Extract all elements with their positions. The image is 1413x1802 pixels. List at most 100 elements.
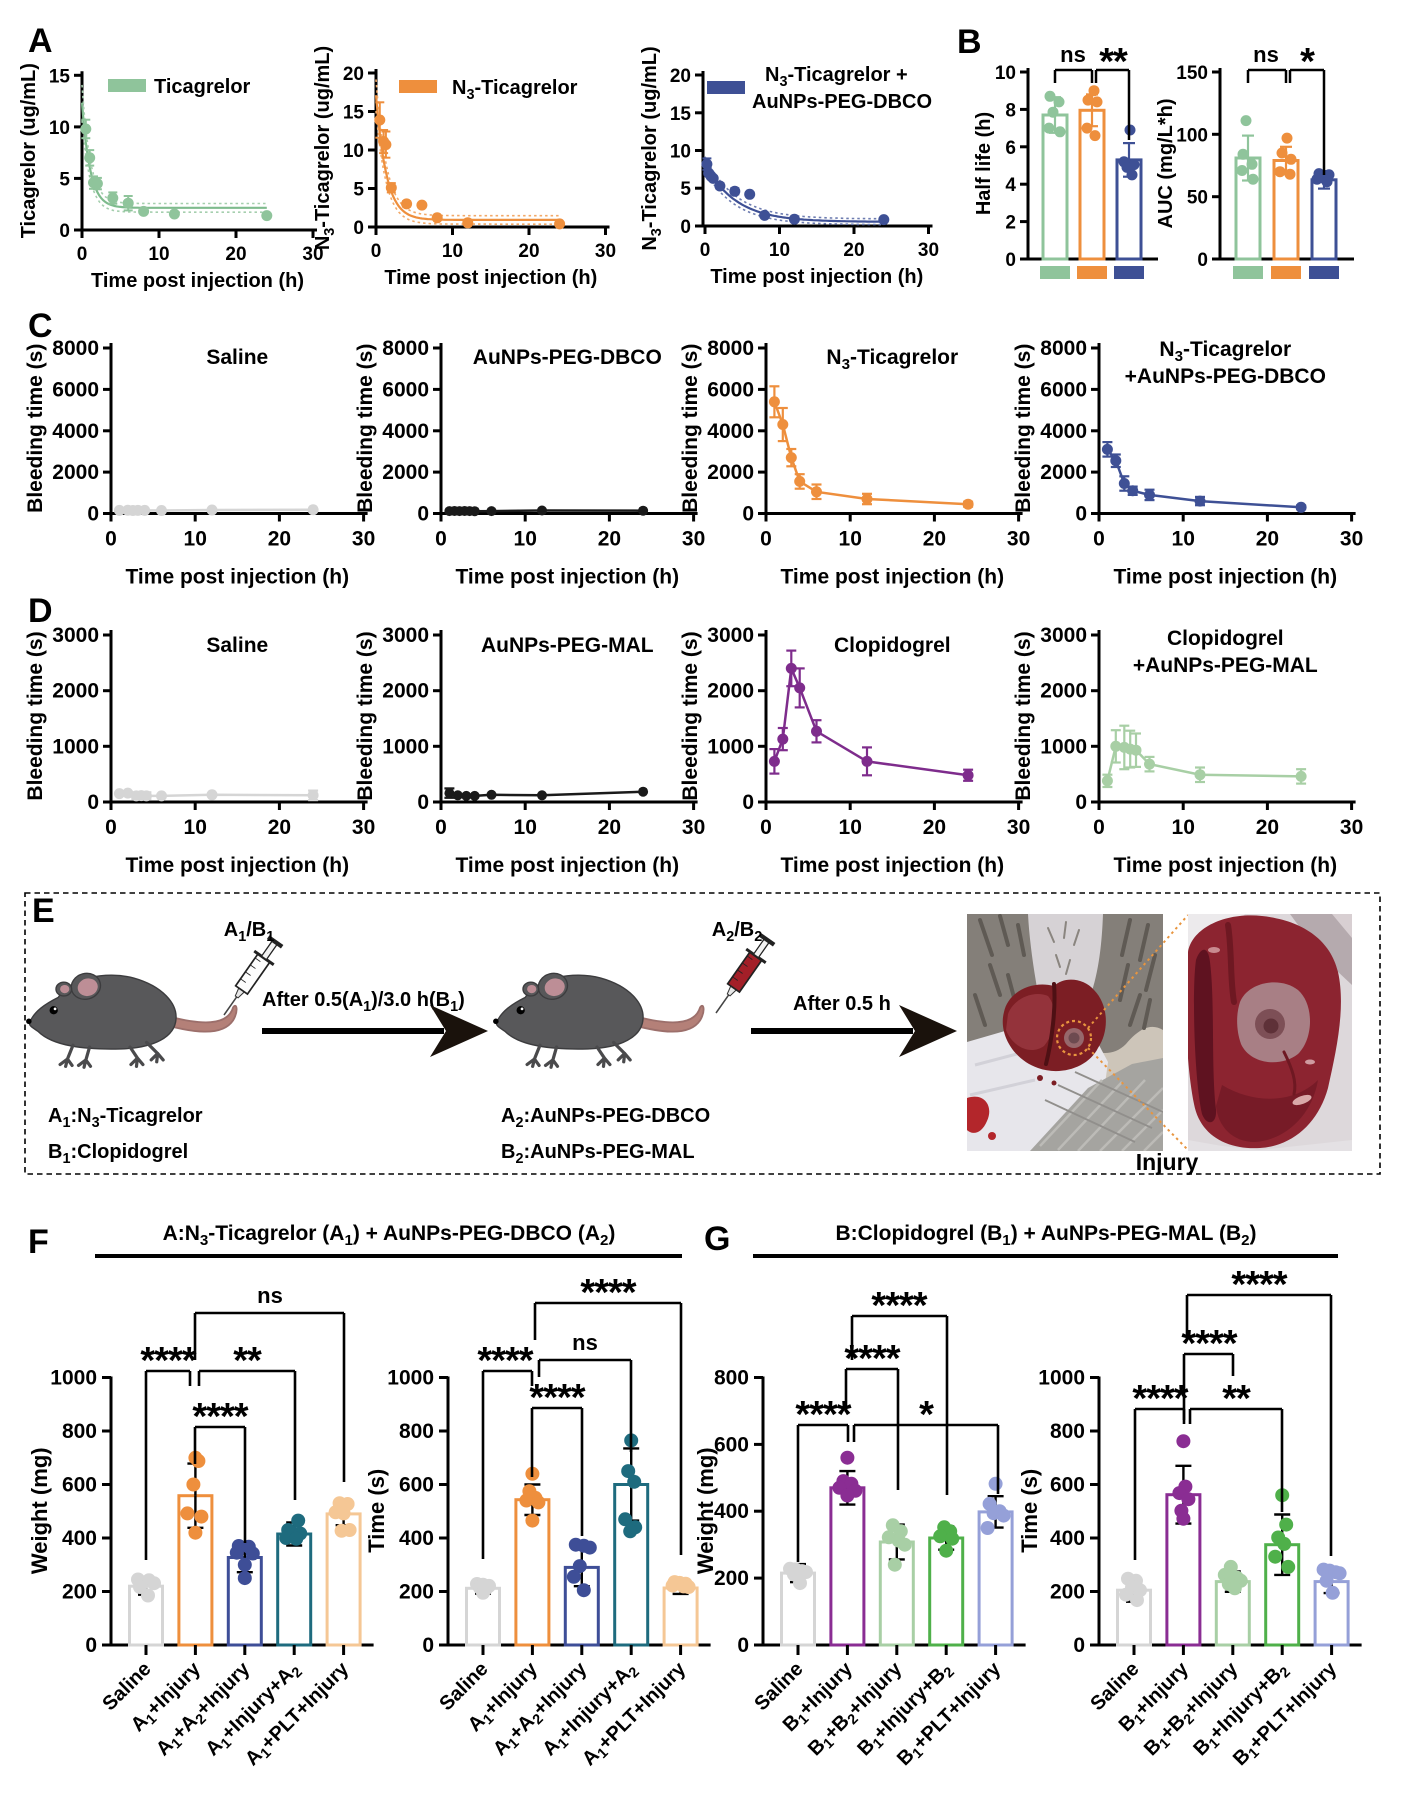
svg-text:0: 0 bbox=[680, 217, 691, 238]
svg-text:ns: ns bbox=[572, 1330, 598, 1355]
svg-text:0: 0 bbox=[85, 1634, 97, 1657]
svg-text:10: 10 bbox=[184, 528, 207, 551]
svg-text:Bleeding time (s): Bleeding time (s) bbox=[354, 631, 377, 800]
svg-text:*: * bbox=[919, 1394, 934, 1436]
svg-text:0: 0 bbox=[1093, 528, 1105, 551]
svg-text:1000: 1000 bbox=[1038, 1367, 1085, 1390]
svg-text:Time (s): Time (s) bbox=[364, 1469, 389, 1553]
svg-text:N3-Ticagrelor (ug/mL): N3-Ticagrelor (ug/mL) bbox=[312, 46, 338, 250]
svg-text:A1/B1: A1/B1 bbox=[224, 919, 274, 945]
svg-text:Ticagrelor: Ticagrelor bbox=[154, 76, 251, 98]
svg-text:Time post injection (h): Time post injection (h) bbox=[455, 566, 679, 589]
svg-text:0: 0 bbox=[105, 816, 117, 839]
svg-text:2000: 2000 bbox=[52, 680, 99, 703]
svg-text:3000: 3000 bbox=[1040, 624, 1087, 647]
svg-text:1000: 1000 bbox=[707, 735, 754, 758]
svg-text:B1:Clopidogrel: B1:Clopidogrel bbox=[48, 1141, 188, 1167]
svg-text:600: 600 bbox=[62, 1474, 97, 1497]
svg-text:0: 0 bbox=[742, 503, 754, 526]
svg-text:Time post injection (h): Time post injection (h) bbox=[91, 270, 304, 292]
svg-text:3000: 3000 bbox=[707, 624, 754, 647]
svg-text:AUC (mg/L*h): AUC (mg/L*h) bbox=[1155, 99, 1177, 229]
svg-text:1000: 1000 bbox=[50, 1367, 97, 1390]
svg-text:400: 400 bbox=[399, 1527, 434, 1550]
svg-text:2000: 2000 bbox=[382, 461, 429, 484]
svg-text:N3-Ticagrelor (ug/mL): N3-Ticagrelor (ug/mL) bbox=[639, 46, 665, 250]
svg-text:2000: 2000 bbox=[1040, 461, 1087, 484]
svg-text:Saline: Saline bbox=[206, 634, 268, 657]
svg-text:AuNPs-PEG-MAL: AuNPs-PEG-MAL bbox=[481, 634, 654, 657]
svg-text:1000: 1000 bbox=[52, 735, 99, 758]
svg-text:30: 30 bbox=[302, 244, 323, 265]
svg-text:0: 0 bbox=[742, 791, 754, 814]
svg-text:20: 20 bbox=[343, 64, 364, 85]
svg-text:1000: 1000 bbox=[1040, 735, 1087, 758]
svg-text:20: 20 bbox=[268, 528, 291, 551]
svg-text:10: 10 bbox=[514, 528, 537, 551]
svg-text:0: 0 bbox=[1093, 816, 1105, 839]
svg-text:10: 10 bbox=[184, 816, 207, 839]
svg-text:50: 50 bbox=[1187, 188, 1208, 209]
svg-text:ns: ns bbox=[1060, 42, 1086, 67]
svg-text:G: G bbox=[704, 1220, 730, 1258]
svg-text:30: 30 bbox=[1007, 528, 1030, 551]
svg-text:8000: 8000 bbox=[382, 337, 429, 360]
svg-text:400: 400 bbox=[1050, 1527, 1085, 1550]
svg-text:2000: 2000 bbox=[707, 461, 754, 484]
svg-text:Clopidogrel: Clopidogrel bbox=[1167, 627, 1284, 650]
svg-text:Bleeding time (s): Bleeding time (s) bbox=[1012, 344, 1035, 513]
svg-text:Clopidogrel: Clopidogrel bbox=[834, 634, 951, 657]
svg-text:F: F bbox=[28, 1223, 49, 1261]
svg-text:10: 10 bbox=[343, 141, 364, 162]
svg-text:10: 10 bbox=[514, 816, 537, 839]
svg-text:Bleeding time (s): Bleeding time (s) bbox=[679, 631, 702, 800]
svg-text:10: 10 bbox=[148, 244, 169, 265]
svg-text:****: **** bbox=[844, 1338, 900, 1380]
svg-text:C: C bbox=[28, 307, 53, 345]
svg-text:Time post injection (h): Time post injection (h) bbox=[710, 266, 923, 288]
svg-text:20: 20 bbox=[923, 528, 946, 551]
svg-text:150: 150 bbox=[1176, 63, 1208, 84]
svg-text:****: **** bbox=[140, 1340, 196, 1382]
svg-text:0: 0 bbox=[87, 503, 99, 526]
svg-text:20: 20 bbox=[225, 244, 246, 265]
svg-text:30: 30 bbox=[682, 528, 705, 551]
svg-text:10: 10 bbox=[1172, 816, 1195, 839]
svg-text:20: 20 bbox=[598, 816, 621, 839]
svg-text:Time post injection (h): Time post injection (h) bbox=[780, 854, 1004, 877]
svg-text:8: 8 bbox=[1005, 100, 1016, 121]
svg-text:30: 30 bbox=[352, 528, 375, 551]
svg-text:A1:N3-Ticagrelor: A1:N3-Ticagrelor bbox=[48, 1105, 203, 1131]
svg-text:0: 0 bbox=[1197, 250, 1208, 271]
svg-text:0: 0 bbox=[700, 240, 711, 261]
svg-text:4000: 4000 bbox=[1040, 420, 1087, 443]
svg-text:200: 200 bbox=[1050, 1581, 1085, 1604]
svg-text:A2/B2: A2/B2 bbox=[712, 919, 762, 945]
svg-text:2: 2 bbox=[1005, 213, 1016, 234]
svg-text:800: 800 bbox=[1050, 1420, 1085, 1443]
svg-text:+AuNPs-PEG-DBCO: +AuNPs-PEG-DBCO bbox=[1125, 365, 1326, 388]
svg-text:30: 30 bbox=[595, 241, 616, 262]
svg-text:0: 0 bbox=[417, 791, 429, 814]
svg-text:30: 30 bbox=[1340, 816, 1363, 839]
svg-text:AuNPs-PEG-DBCO: AuNPs-PEG-DBCO bbox=[752, 91, 932, 113]
svg-text:Saline: Saline bbox=[206, 346, 268, 369]
svg-text:****: **** bbox=[529, 1377, 585, 1419]
svg-text:0: 0 bbox=[59, 221, 70, 242]
svg-text:20: 20 bbox=[670, 66, 691, 87]
svg-text:****: **** bbox=[192, 1396, 248, 1438]
svg-text:Bleeding time (s): Bleeding time (s) bbox=[24, 344, 47, 513]
svg-text:800: 800 bbox=[62, 1420, 97, 1443]
svg-text:600: 600 bbox=[714, 1433, 749, 1456]
svg-text:0: 0 bbox=[77, 244, 88, 265]
svg-text:6: 6 bbox=[1005, 138, 1016, 159]
svg-text:Ticagrelor (ug/mL): Ticagrelor (ug/mL) bbox=[18, 63, 40, 238]
svg-text:10: 10 bbox=[49, 118, 70, 139]
svg-text:4: 4 bbox=[1005, 175, 1016, 196]
svg-text:10: 10 bbox=[442, 241, 463, 262]
svg-text:2000: 2000 bbox=[382, 680, 429, 703]
svg-text:****: **** bbox=[580, 1272, 636, 1314]
svg-text:20: 20 bbox=[598, 528, 621, 551]
svg-text:20: 20 bbox=[518, 241, 539, 262]
svg-text:Injury: Injury bbox=[1136, 1149, 1199, 1175]
